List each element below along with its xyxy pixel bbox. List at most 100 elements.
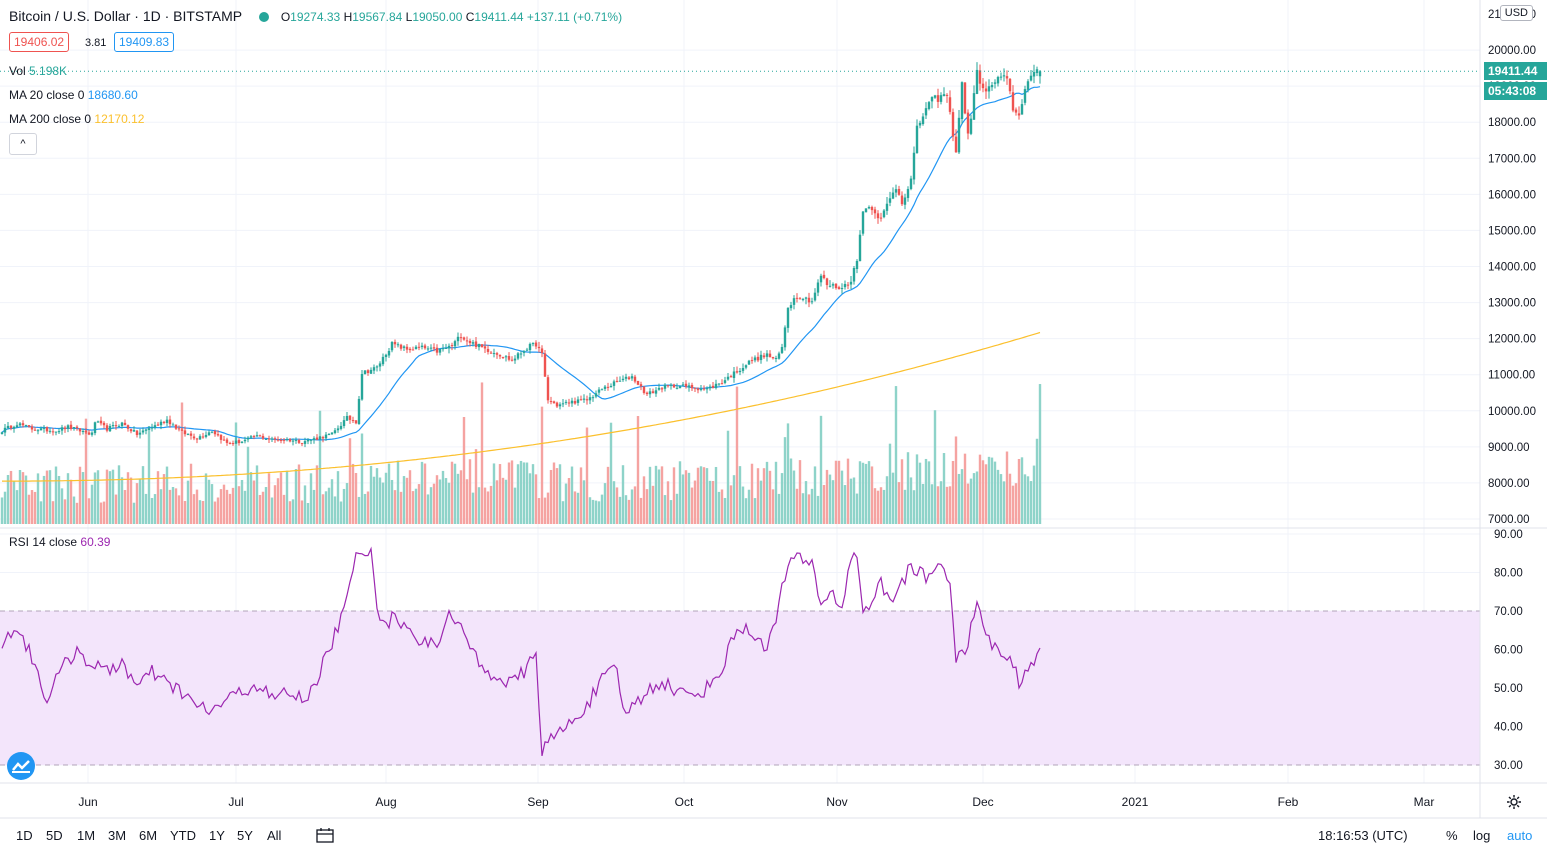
candle-body bbox=[798, 298, 802, 300]
gear-icon[interactable] bbox=[1506, 794, 1522, 815]
volume-bar bbox=[753, 498, 757, 524]
candle-body bbox=[444, 348, 448, 350]
candle-body bbox=[213, 431, 217, 435]
volume-bar bbox=[558, 464, 562, 524]
volume-bar bbox=[156, 471, 160, 524]
candle-body bbox=[429, 347, 433, 349]
volume-bar bbox=[84, 418, 88, 524]
volume-bar bbox=[1020, 457, 1024, 524]
tradingview-logo-icon[interactable] bbox=[7, 752, 35, 780]
candle-body bbox=[324, 434, 328, 439]
volume-bar bbox=[1038, 384, 1042, 524]
volume-bar bbox=[420, 461, 424, 524]
candle-body bbox=[540, 348, 544, 353]
volume-bar bbox=[135, 483, 139, 524]
candle-body bbox=[672, 384, 676, 388]
volume-bar bbox=[72, 496, 76, 524]
volume-bar bbox=[363, 493, 367, 524]
tf-6m[interactable]: 6M bbox=[139, 828, 158, 843]
candle-body bbox=[432, 347, 436, 349]
vol-legend[interactable]: Vol 5.198K bbox=[9, 64, 67, 78]
volume-bar bbox=[42, 475, 46, 524]
symbol-title[interactable]: Bitcoin / U.S. Dollar · 1D · BITSTAMP bbox=[9, 8, 243, 24]
candle-body bbox=[228, 442, 232, 444]
candle-body bbox=[513, 358, 517, 361]
volume-bar bbox=[300, 500, 304, 524]
volume-bar bbox=[75, 502, 79, 524]
volume-bar bbox=[429, 487, 433, 524]
candle-body bbox=[300, 443, 304, 445]
ma200-legend[interactable]: MA 200 close 0 12170.12 bbox=[9, 112, 144, 126]
tf-1d[interactable]: 1D bbox=[16, 828, 33, 843]
tf-ytd[interactable]: YTD bbox=[170, 828, 196, 843]
volume-bar bbox=[144, 493, 148, 524]
candle-body bbox=[264, 438, 268, 440]
time-tick-label: Feb bbox=[1278, 795, 1299, 809]
tf-5d[interactable]: 5D bbox=[46, 828, 63, 843]
volume-bar bbox=[609, 422, 613, 524]
candle-body bbox=[1002, 75, 1006, 77]
volume-bar bbox=[636, 416, 640, 524]
candle-body bbox=[999, 76, 1003, 78]
collapse-legend-button[interactable]: ^ bbox=[9, 133, 37, 155]
rsi-legend[interactable]: RSI 14 close 60.39 bbox=[9, 535, 110, 549]
candle-body bbox=[243, 439, 247, 442]
volume-bar bbox=[417, 484, 421, 524]
candle-body bbox=[792, 298, 796, 305]
candle-body bbox=[780, 347, 784, 353]
bid-box[interactable]: 19406.02 bbox=[9, 32, 70, 52]
ask-box[interactable]: 19409.83 bbox=[114, 32, 175, 52]
candle-body bbox=[603, 386, 607, 389]
tf-3m[interactable]: 3M bbox=[108, 828, 127, 843]
volume-bar bbox=[765, 461, 769, 524]
volume-bar bbox=[507, 462, 511, 524]
volume-bar bbox=[642, 476, 646, 524]
candle-body bbox=[747, 360, 751, 365]
candle-body bbox=[216, 434, 220, 436]
volume-bar bbox=[285, 470, 289, 524]
volume-bar bbox=[600, 494, 604, 524]
date-range-icon[interactable] bbox=[316, 827, 334, 846]
close-label: C bbox=[465, 10, 475, 24]
percent-toggle[interactable]: % bbox=[1446, 828, 1458, 843]
volume-bar bbox=[222, 484, 226, 524]
candle-body bbox=[447, 345, 451, 349]
tf-5y[interactable]: 5Y bbox=[237, 828, 253, 843]
tf-all[interactable]: All bbox=[267, 828, 282, 843]
volume-bar bbox=[69, 479, 73, 524]
clock[interactable]: 18:16:53 (UTC) bbox=[1318, 828, 1408, 843]
tf-1y[interactable]: 1Y bbox=[209, 828, 225, 843]
candle-body bbox=[492, 353, 496, 355]
time-tick-label: Aug bbox=[375, 795, 396, 809]
candle-body bbox=[804, 297, 808, 299]
log-toggle[interactable]: log bbox=[1473, 828, 1491, 843]
candle-body bbox=[654, 390, 658, 394]
candle-body bbox=[864, 208, 868, 213]
candle-body bbox=[105, 425, 109, 431]
volume-bar bbox=[780, 473, 784, 524]
candle-body bbox=[618, 380, 622, 382]
ma20-legend[interactable]: MA 20 close 0 18680.60 bbox=[9, 88, 138, 102]
candle-body bbox=[156, 424, 160, 426]
volume-bar bbox=[138, 478, 142, 524]
volume-bar bbox=[378, 477, 382, 524]
auto-toggle[interactable]: auto bbox=[1507, 828, 1533, 843]
volume-bar bbox=[1017, 458, 1021, 524]
candle-body bbox=[810, 301, 814, 303]
candle-body bbox=[576, 399, 580, 403]
currency-button[interactable]: USD bbox=[1499, 5, 1533, 21]
volume-bar bbox=[984, 464, 988, 524]
volume-bar bbox=[366, 491, 370, 524]
candle-body bbox=[690, 384, 694, 389]
volume-bar bbox=[552, 462, 556, 524]
candle-body bbox=[522, 351, 526, 353]
volume-bar bbox=[486, 491, 490, 524]
volume-bar bbox=[498, 464, 502, 524]
candle-body bbox=[894, 189, 898, 193]
volume-bar bbox=[45, 470, 49, 524]
volume-bar bbox=[294, 468, 298, 524]
volume-bar bbox=[36, 473, 40, 524]
tf-1m[interactable]: 1M bbox=[77, 828, 96, 843]
candle-body bbox=[891, 192, 895, 199]
